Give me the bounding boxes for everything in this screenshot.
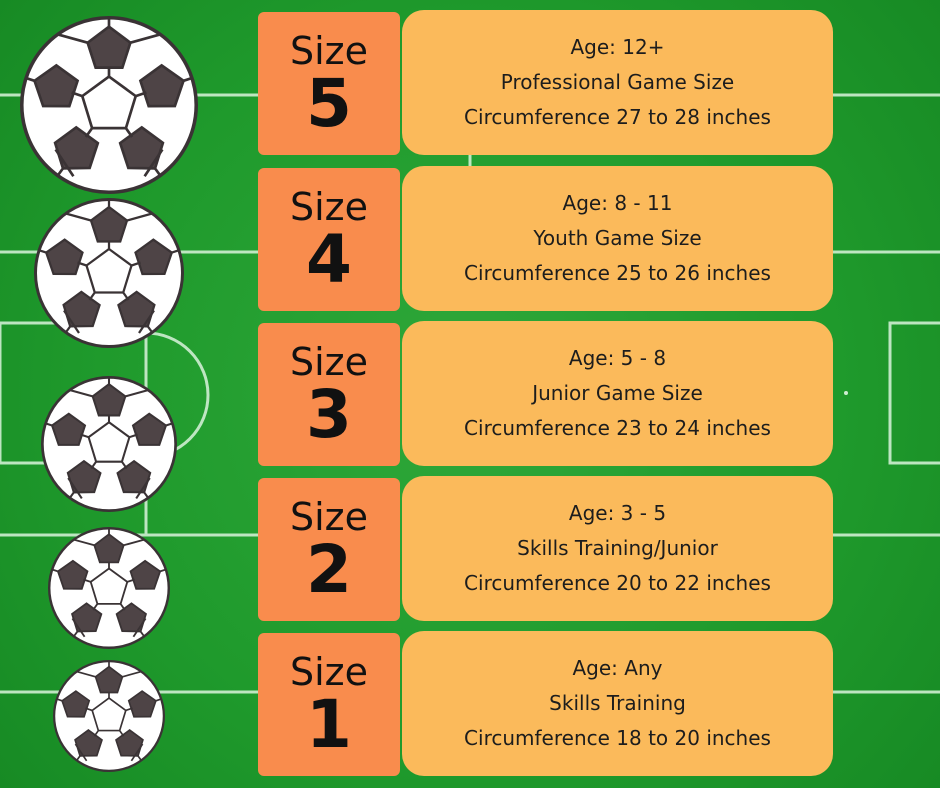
soccer-ball-size-1-icon: [53, 660, 165, 772]
game-type: Skills Training: [549, 691, 686, 715]
size-info-4: Age: 8 - 11 Youth Game Size Circumferenc…: [402, 166, 833, 311]
size-number: 5: [306, 64, 352, 142]
circumference: Circumference 27 to 28 inches: [464, 105, 771, 129]
game-type: Youth Game Size: [533, 226, 702, 250]
size-info-5: Age: 12+ Professional Game Size Circumfe…: [402, 10, 833, 155]
circumference: Circumference 25 to 26 inches: [464, 261, 771, 285]
age: Age: 5 - 8: [568, 346, 667, 370]
size-label: Size: [289, 184, 368, 229]
size-number: 3: [306, 375, 352, 453]
size-number: 4: [306, 220, 352, 298]
size-info-2: Age: 3 - 5 Skills Training/Junior Circum…: [402, 476, 833, 621]
size-badge-1: Size 1: [258, 633, 400, 776]
age: Age: 3 - 5: [568, 501, 667, 525]
soccer-ball-size-3-icon: [41, 376, 177, 512]
age: Age: 12+: [570, 35, 665, 59]
size-badge-3: Size 3: [258, 323, 400, 466]
soccer-ball-size-5-icon: [20, 16, 198, 194]
circumference: Circumference 18 to 20 inches: [464, 726, 771, 750]
size-badge-5: Size 5: [258, 12, 400, 155]
size-label: Size: [289, 28, 368, 73]
size-info-1: Age: Any Skills Training Circumference 1…: [402, 631, 833, 776]
size-badge-2: Size 2: [258, 478, 400, 621]
circumference: Circumference 23 to 24 inches: [464, 416, 771, 440]
game-type: Junior Game Size: [532, 381, 703, 405]
soccer-ball-size-2-icon: [48, 527, 170, 649]
size-label: Size: [289, 339, 368, 384]
soccer-ball-size-4-icon: [34, 198, 184, 348]
age: Age: Any: [572, 656, 663, 680]
age: Age: 8 - 11: [562, 191, 673, 215]
size-info-3: Age: 5 - 8 Junior Game Size Circumferenc…: [402, 321, 833, 466]
size-label: Size: [289, 494, 368, 539]
size-label: Size: [289, 649, 368, 694]
circumference: Circumference 20 to 22 inches: [464, 571, 771, 595]
size-number: 1: [306, 685, 352, 763]
size-badge-4: Size 4: [258, 168, 400, 311]
size-number: 2: [306, 530, 352, 608]
game-type: Skills Training/Junior: [517, 536, 718, 560]
game-type: Professional Game Size: [500, 70, 735, 94]
